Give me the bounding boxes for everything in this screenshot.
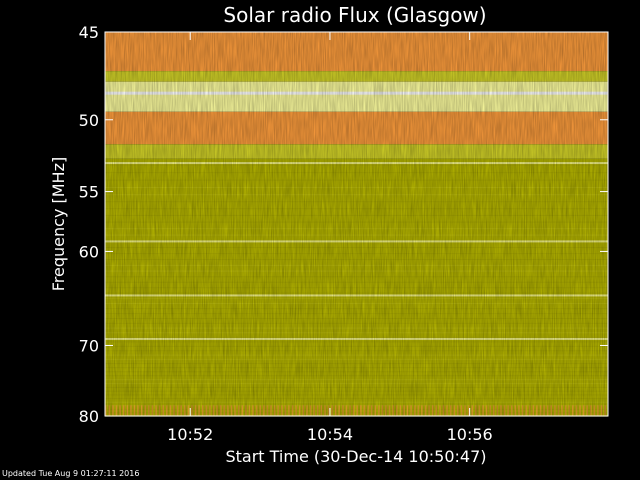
plot-area [105, 32, 608, 417]
footer-updated-timestamp: Updated Tue Aug 9 01:27:11 2016 [2, 469, 140, 478]
y-tick-label: 60 [79, 242, 99, 261]
y-tick-label: 70 [79, 336, 99, 355]
noise-overlay [105, 32, 608, 416]
y-tick-label: 45 [79, 23, 99, 42]
y-axis-label: Frequency [MHz] [49, 157, 68, 291]
y-tick-label: 80 [79, 407, 99, 426]
x-tick-label: 10:52 [167, 425, 213, 444]
y-tick-label: 50 [79, 111, 99, 130]
x-tick-label: 10:54 [307, 425, 353, 444]
chart-title: Solar radio Flux (Glasgow) [223, 3, 486, 27]
y-tick-label: 55 [79, 183, 99, 202]
plot-frame [104, 31, 609, 417]
axes: 45 50 55 60 70 80 10:52 10:54 10:56 [79, 23, 608, 444]
x-tick-label: 10:56 [447, 425, 493, 444]
x-axis-label: Start Time (30-Dec-14 10:50:47) [225, 447, 486, 466]
